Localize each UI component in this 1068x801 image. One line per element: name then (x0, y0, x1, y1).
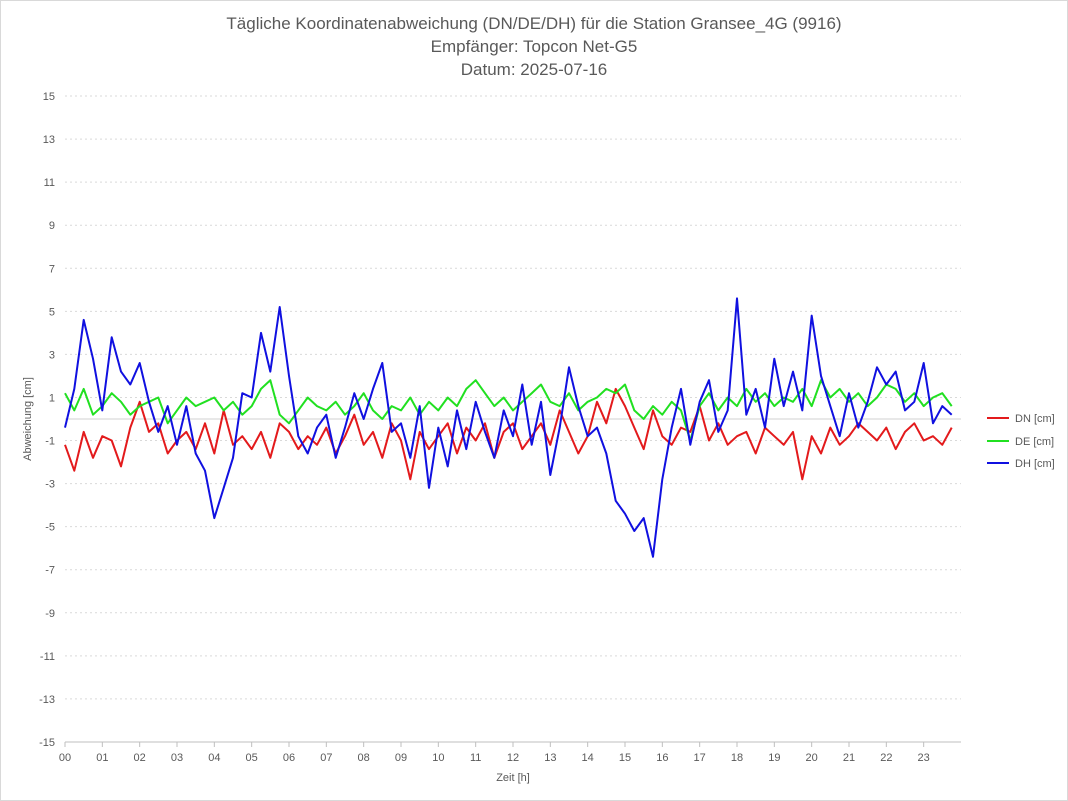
y-tick-label: -1 (45, 436, 55, 448)
y-tick-label: 7 (49, 263, 55, 275)
y-tick-label: 15 (43, 91, 55, 103)
x-tick-label: 15 (619, 752, 631, 764)
x-tick-label: 22 (880, 752, 892, 764)
legend-label-dn: DN [cm] (1015, 413, 1055, 425)
x-tick-label: 00 (59, 752, 71, 764)
y-tick-label: 1 (49, 392, 55, 404)
gridlines (65, 95, 961, 743)
y-axis-label: Abweichung [cm] (22, 377, 34, 461)
y-tick-label: -9 (45, 608, 55, 620)
x-tick-label: 03 (171, 752, 183, 764)
x-tick-label: 06 (283, 752, 295, 764)
y-tick-label: 5 (49, 306, 55, 318)
y-tick-label: -11 (40, 651, 55, 663)
series-line-de (64, 379, 953, 442)
chart-subtitle-date: Datum: 2025-07-16 (461, 60, 607, 79)
x-tick-label: 21 (843, 752, 855, 764)
x-tick-label: 10 (432, 752, 444, 764)
y-tick-label: -7 (45, 565, 55, 577)
chart-subtitle-receiver: Empfänger: Topcon Net-G5 (431, 37, 638, 56)
series-line-dh (64, 297, 953, 558)
x-tick-label: 19 (768, 752, 780, 764)
y-tick-label: 9 (49, 220, 55, 232)
y-tick-label: 13 (43, 134, 55, 146)
x-tick-label: 14 (582, 752, 594, 764)
y-tick-label: 3 (49, 349, 55, 361)
x-tick-label: 12 (507, 752, 519, 764)
x-tick-label: 11 (470, 752, 481, 764)
x-tick-label: 20 (806, 752, 818, 764)
x-tick-label: 09 (395, 752, 407, 764)
legend-label-dh: DH [cm] (1015, 458, 1055, 470)
x-axis-label: Zeit [h] (496, 772, 530, 784)
y-tick-label: -5 (45, 522, 55, 534)
x-tick-label: 17 (694, 752, 706, 764)
x-tick-label: 04 (208, 752, 220, 764)
x-tick-label: 01 (96, 752, 108, 764)
y-tick-label: -3 (45, 479, 55, 491)
x-tick-label: 07 (320, 752, 332, 764)
x-tick-label: 18 (731, 752, 743, 764)
y-tick-label: -15 (39, 737, 55, 749)
chart-title: Tägliche Koordinatenabweichung (DN/DE/DH… (226, 14, 841, 33)
x-tick-label: 23 (918, 752, 930, 764)
series-lines (64, 297, 953, 558)
x-tick-label: 05 (246, 752, 258, 764)
legend-label-de: DE [cm] (1015, 436, 1054, 448)
x-tick-label: 08 (358, 752, 370, 764)
x-tick-label: 16 (656, 752, 668, 764)
y-tick-label: -13 (39, 694, 55, 706)
x-tick-label: 02 (134, 752, 146, 764)
y-tick-label: 11 (44, 177, 55, 189)
legend: DN [cm] DE [cm] DH [cm] (987, 413, 1055, 470)
x-tick-label: 13 (544, 752, 556, 764)
series-line-dn (64, 387, 953, 481)
x-axis: 00 01 02 03 04 05 06 07 08 09 10 11 12 13 14 15 16 17 18 19… (59, 741, 961, 764)
